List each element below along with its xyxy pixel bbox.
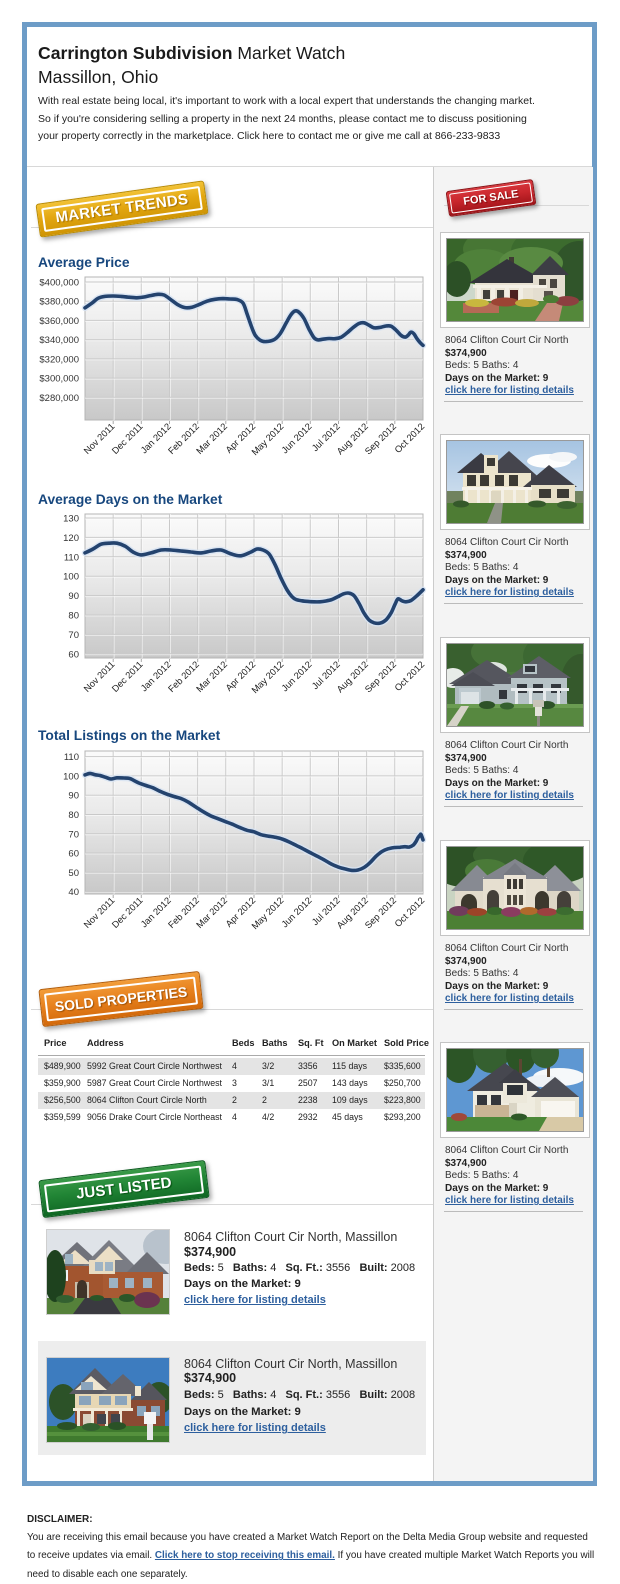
svg-text:110: 110 (64, 552, 79, 563)
svg-text:120: 120 (63, 533, 79, 544)
svg-text:$300,000: $300,000 (39, 374, 79, 385)
svg-text:$380,000: $380,000 (39, 297, 79, 308)
svg-text:50: 50 (68, 868, 79, 879)
svg-text:Mar 2012: Mar 2012 (194, 659, 229, 694)
svg-text:40: 40 (68, 887, 79, 898)
svg-text:Mar 2012: Mar 2012 (194, 895, 229, 930)
svg-text:90: 90 (68, 791, 79, 802)
svg-text:90: 90 (68, 591, 79, 602)
svg-text:Jun 2012: Jun 2012 (280, 895, 314, 929)
svg-text:100: 100 (63, 572, 79, 583)
svg-text:Jun 2012: Jun 2012 (280, 659, 314, 693)
svg-text:Dec 2011: Dec 2011 (110, 659, 145, 694)
svg-text:Oct 2012: Oct 2012 (393, 895, 427, 929)
svg-text:110: 110 (64, 752, 79, 763)
svg-text:Dec 2011: Dec 2011 (110, 895, 145, 930)
svg-text:$280,000: $280,000 (39, 393, 79, 404)
svg-text:Mar 2012: Mar 2012 (194, 421, 229, 456)
svg-text:80: 80 (68, 810, 79, 821)
svg-text:Oct 2012: Oct 2012 (393, 421, 427, 455)
svg-text:$360,000: $360,000 (39, 316, 79, 327)
svg-text:Oct 2012: Oct 2012 (393, 659, 427, 693)
svg-text:80: 80 (68, 611, 79, 622)
svg-text:100: 100 (63, 771, 79, 782)
svg-text:Jun 2012: Jun 2012 (280, 421, 314, 455)
svg-text:130: 130 (63, 514, 79, 525)
svg-text:$400,000: $400,000 (39, 278, 79, 289)
svg-text:$340,000: $340,000 (39, 335, 79, 346)
svg-text:60: 60 (68, 849, 79, 860)
svg-text:$320,000: $320,000 (39, 354, 79, 365)
svg-text:70: 70 (68, 829, 79, 840)
svg-text:70: 70 (68, 630, 79, 641)
svg-text:60: 60 (68, 649, 79, 660)
svg-text:Dec 2011: Dec 2011 (110, 421, 145, 456)
